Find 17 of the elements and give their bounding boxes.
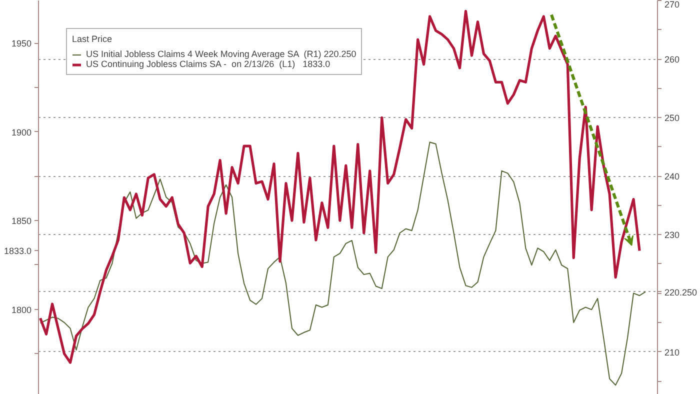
y-tick-label: 1900 [11,127,32,138]
y-tick-label: 1800 [11,304,32,315]
y2-tick-label: 210 [664,347,680,358]
y2-tick-label: 230 [664,230,680,240]
legend-label: US Initial Jobless Claims 4 Week Moving Average SA (R1) 220.250 [86,49,356,59]
y2-tick-label: 270 [664,0,680,10]
y2-tick-label: 260 [664,54,680,65]
y2-tick-label: 250 [664,113,680,124]
legend-label: US Continuing Jobless Claims SA - on 2/13/26 (L1) 1833.0 [86,59,330,69]
y-tick-label: 1850 [11,216,32,226]
y2-tick-label: 240 [664,172,680,182]
legend-title: Last Price [72,34,114,44]
line-series [39,10,641,364]
y-tick-label: 1833.0 [4,246,32,256]
y-tick-label: 1950 [11,38,32,49]
line-series [40,142,646,386]
y2-tick-label: 220.250 [664,287,698,298]
